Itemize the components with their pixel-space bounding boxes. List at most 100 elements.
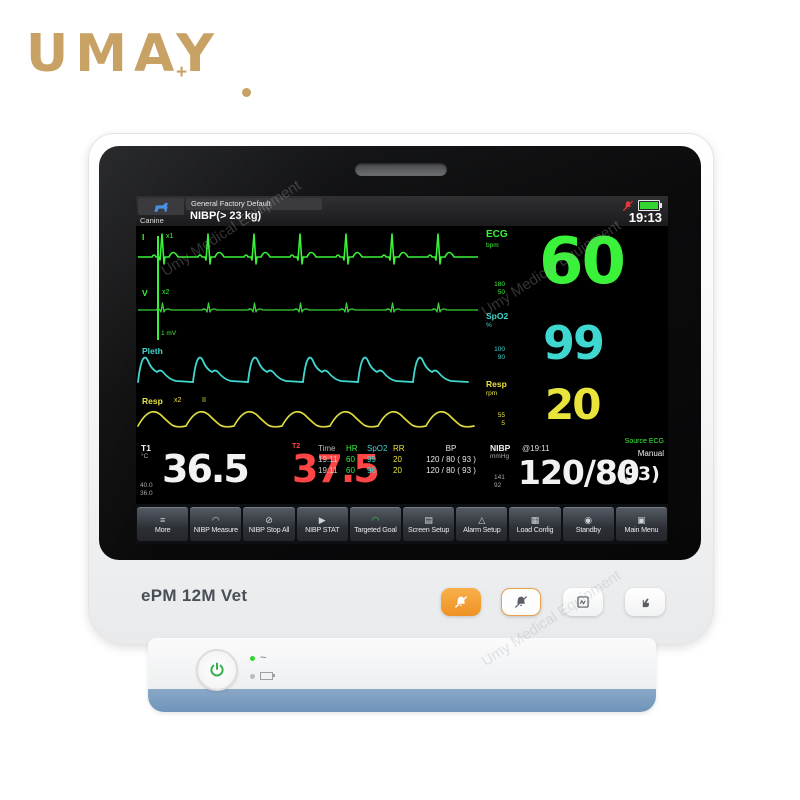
spo2-panel-label: SpO2 <box>486 311 509 321</box>
model-label: ePM 12M Vet <box>141 586 248 605</box>
resp-gain: x2 <box>174 397 182 404</box>
quick-key-bar: ≡ More ◠ NIBP Measure ⊘ NIBP Stop All ▶ NIBP… <box>136 504 668 544</box>
ecg-panel-label: ECG <box>486 229 508 240</box>
pleth-wave <box>137 356 469 383</box>
ac-led <box>250 655 255 661</box>
nibp-cuff-icon: ◠ <box>211 515 220 525</box>
spo2-unit: % <box>486 322 492 329</box>
resp-unit: rpm <box>486 390 498 397</box>
ecg-lead2-gain: x2 <box>162 289 170 296</box>
monitor-display: Canine General Factory Default NIBP(> 23… <box>136 196 668 544</box>
alarm-pause-button[interactable] <box>441 588 481 616</box>
resp-lead: II <box>202 397 206 404</box>
t1-value: 36.5 <box>162 447 250 491</box>
ecg-unit: bpm <box>486 242 499 249</box>
nibp-stop-all-button[interactable]: ⊘ NIBP Stop All <box>243 507 295 541</box>
trend-row: 19:11 60 96 20 120 / 80 ( 93 ) <box>318 466 476 475</box>
resp-source-label: Source ECG <box>624 438 664 445</box>
status-bar: Canine General Factory Default NIBP(> 23… <box>136 196 668 226</box>
record-button[interactable] <box>625 588 665 616</box>
resp-alarm-limits: 55 5 <box>497 412 505 427</box>
base-blue-strip <box>148 689 656 712</box>
nibp-label: NIBP <box>490 443 511 453</box>
brand-logo: UMAY + <box>26 14 266 98</box>
main-menu-icon: ▣ <box>637 515 646 525</box>
t2-value: 37.5 <box>292 447 380 491</box>
standby-icon: ◉ <box>584 515 593 525</box>
alarm-setup-icon: △ <box>478 515 486 525</box>
ecg-alarm-limits: 180 50 <box>494 281 505 296</box>
t2-label: T2 <box>292 443 301 450</box>
targeted-goal-button[interactable]: ◠ Targeted Goal <box>349 507 402 541</box>
standby-button[interactable]: ◉ Standby <box>562 507 614 541</box>
spo2-value: 99 <box>543 316 605 370</box>
nibp-alarm-limits: 141 92 <box>494 474 505 489</box>
nibp-timestamp: @19:11 <box>522 444 550 453</box>
ecg-panel[interactable]: ECG bpm 180 50 60 <box>481 226 668 308</box>
base-unit: ~ <box>148 638 656 712</box>
ecg-lead2-wave <box>138 302 478 313</box>
logo-plus-icon: + <box>176 62 188 83</box>
t1-unit: °C <box>141 453 149 460</box>
spo2-alarm-limits: 100 90 <box>494 346 505 361</box>
nibp-cuff-size-label: NIBP(> 23 kg) <box>190 210 262 222</box>
alarm-silence-button[interactable] <box>501 588 541 616</box>
battery-led <box>250 673 255 679</box>
trend-header-row: Time HR SpO2 RR BP <box>318 444 457 453</box>
hr-value: 60 <box>539 225 626 299</box>
more-icon: ≡ <box>159 515 166 525</box>
ecg-lead1-wave <box>138 233 478 265</box>
patient-type-label: Canine <box>140 216 164 225</box>
alarm-off-icon[interactable] <box>622 200 634 212</box>
more-button[interactable]: ≡ More <box>137 507 189 541</box>
resp-value: 20 <box>545 380 601 429</box>
clock: 19:13 <box>628 210 662 225</box>
freeze-button[interactable] <box>563 588 603 616</box>
logo-dot <box>242 88 251 97</box>
temp-panel[interactable]: T1 °C 40.0 36.0 36.5 T2 37.5 <box>136 440 436 504</box>
nibp-stat-button[interactable]: ▶ NIBP STAT <box>296 507 348 541</box>
alarm-crossed-icon <box>454 596 468 608</box>
battery-icon <box>638 200 662 211</box>
nibp-measure-button[interactable]: ◠ NIBP Measure <box>190 507 242 541</box>
trend-row: 19:11 60 99 20 120 / 80 ( 93 ) <box>318 455 476 464</box>
resp-label: Resp <box>142 396 163 406</box>
ecg-lead1-gain: x1 <box>166 233 174 240</box>
main-menu-button[interactable]: ▣ Main Menu <box>615 507 668 541</box>
goal-arc-icon: ◠ <box>371 515 380 525</box>
nibp-stat-icon: ▶ <box>318 515 326 525</box>
nibp-value: 120/80 <box>518 453 640 492</box>
ecg-lead1-label: I <box>142 232 145 242</box>
power-button[interactable] <box>196 649 238 691</box>
pleth-label: Pleth <box>142 346 163 356</box>
ac-indicator: ~ <box>250 653 266 664</box>
resp-panel-label: Resp <box>486 379 507 389</box>
ecg-calibration-bar <box>157 236 159 340</box>
battery-indicator <box>250 672 275 680</box>
freeze-icon <box>577 596 589 608</box>
profile-selector[interactable]: General Factory Default <box>186 198 322 210</box>
brand-logo-text: UMAY <box>26 24 221 84</box>
nibp-mode-label: Manual <box>637 449 664 458</box>
power-icon <box>210 662 224 677</box>
nibp-map-value: (93) <box>616 463 660 485</box>
screen-setup-icon: ▤ <box>424 515 433 525</box>
trend-table: Time HR SpO2 RR BP 19:11 60 99 20 120 / 80 (… <box>318 443 486 476</box>
load-config-button[interactable]: ▦ Load Config <box>509 507 561 541</box>
hand-record-icon <box>642 598 649 608</box>
resp-wave <box>137 410 475 428</box>
load-config-icon: ▦ <box>530 515 540 525</box>
nibp-panel[interactable]: NIBP mmHg @19:11 Source ECG Manual 141 92… <box>486 438 668 504</box>
resp-panel[interactable]: Resp rpm 55 5 20 <box>481 376 668 438</box>
t1-alarm-limits: 40.0 36.0 <box>140 482 153 497</box>
ecg-calibration-label: 1 mV <box>161 330 177 337</box>
battery-symbol <box>260 672 275 680</box>
spo2-panel[interactable]: SpO2 % 100 90 99 <box>481 308 668 376</box>
t1-label: T1 <box>141 443 151 453</box>
patient-category-button[interactable] <box>138 198 184 215</box>
alarm-setup-button[interactable]: △ Alarm Setup <box>456 507 508 541</box>
ecg-lead2-label: V <box>142 288 148 298</box>
nibp-unit: mmHg <box>490 453 510 460</box>
screen-setup-button[interactable]: ▤ Screen Setup <box>403 507 455 541</box>
